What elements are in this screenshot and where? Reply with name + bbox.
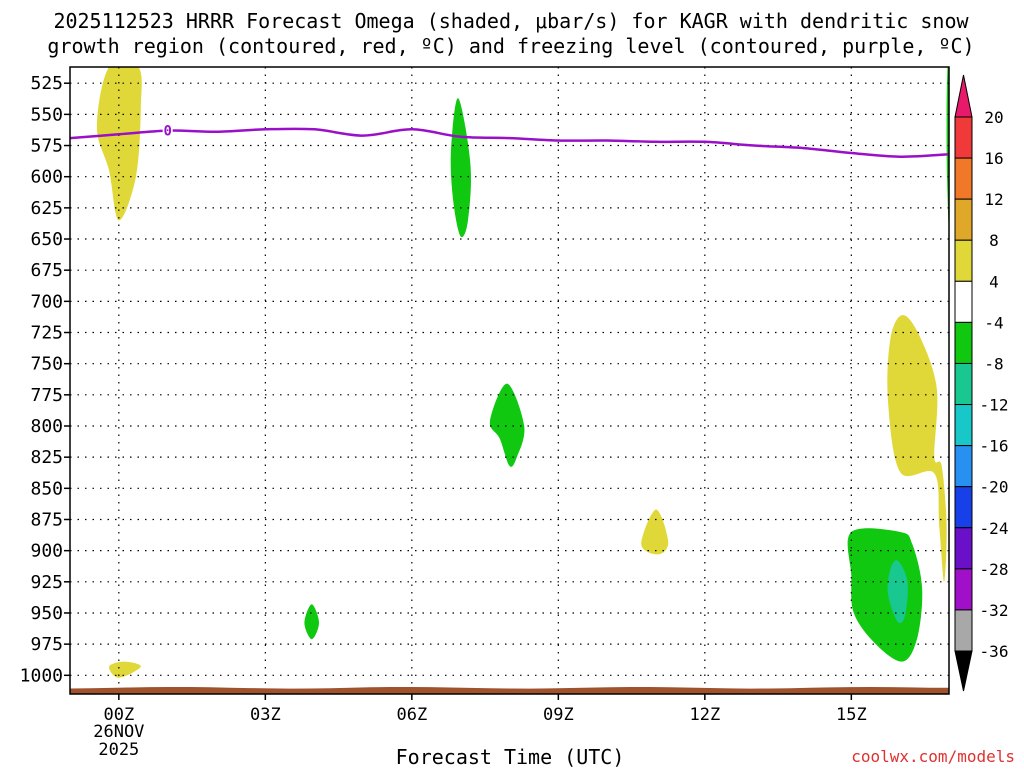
y-tick-label-600: 600 xyxy=(30,167,63,188)
colorbar-label-12: 12 xyxy=(984,190,1003,209)
plot-area: 0 xyxy=(69,66,950,695)
y-tick-label-850: 850 xyxy=(30,478,63,499)
y-tick-label-650: 650 xyxy=(30,229,63,250)
x-tick-sublabel-2025: 2025 xyxy=(98,740,139,760)
colorbar-band-8 xyxy=(954,404,973,447)
colorbar-band-4 xyxy=(954,239,973,282)
y-tick-label-800: 800 xyxy=(30,416,63,437)
colorbar-bottom-arrow xyxy=(954,650,973,692)
chart-title-line-1: 2025112523 HRRR Forecast Omega (shaded, … xyxy=(53,9,969,33)
colorbar-label-neg24: -24 xyxy=(980,519,1009,538)
y-tick-label-900: 900 xyxy=(30,541,63,562)
omega-area-green-04z xyxy=(304,604,319,640)
freezing-level-layer: 0 xyxy=(70,122,949,158)
colorbar-label-neg16: -16 xyxy=(980,437,1009,456)
y-tick-label-625: 625 xyxy=(30,198,63,219)
colorbar-band-11 xyxy=(954,527,973,570)
y-tick-label-575: 575 xyxy=(30,136,63,157)
y-tick-label-775: 775 xyxy=(30,385,63,406)
colorbar-band-1 xyxy=(954,116,973,159)
omega-area-yellow-00z-upper xyxy=(96,67,142,221)
omega-area-green-08z xyxy=(489,383,525,467)
colorbar-label-neg20: -20 xyxy=(980,478,1009,497)
y-tick-label-675: 675 xyxy=(30,260,63,281)
colorbar-label-16: 16 xyxy=(984,149,1003,168)
colorbar-band-7 xyxy=(954,362,973,406)
x-tick-sublabel-26nov: 26NOV xyxy=(93,722,144,742)
y-tick-label-725: 725 xyxy=(30,323,63,344)
colorbar-label-8: 8 xyxy=(989,231,999,250)
x-tick-label-00Z: 00Z xyxy=(103,705,134,725)
x-tick-label-15Z: 15Z xyxy=(836,705,867,725)
omega-area-yellow-16z xyxy=(887,315,947,582)
terrain-layer xyxy=(70,687,949,694)
colorbar-band-6 xyxy=(954,321,973,364)
y-tick-label-925: 925 xyxy=(30,572,63,593)
watermark: coolwx.com/models xyxy=(851,747,1015,766)
colorbar-label-neg36: -36 xyxy=(980,642,1009,661)
colorbar-label-neg28: -28 xyxy=(980,560,1009,579)
y-tick-label-975: 975 xyxy=(30,634,63,655)
colorbar-label-neg12: -12 xyxy=(980,396,1009,415)
y-tick-label-875: 875 xyxy=(30,509,63,530)
x-tick-label-03Z: 03Z xyxy=(250,705,281,725)
terrain-ground xyxy=(70,687,949,694)
omega-area-teal-16z-core xyxy=(887,560,908,624)
y-tick-label-550: 550 xyxy=(30,104,63,125)
omega-area-yellow-11z xyxy=(641,509,669,555)
colorbar-label-20: 20 xyxy=(984,108,1003,127)
omega-area-green-16z-lower xyxy=(847,528,923,662)
freezing-level-line xyxy=(70,127,949,158)
x-tick-label-06Z: 06Z xyxy=(396,705,427,725)
y-tick-label-700: 700 xyxy=(30,291,63,312)
omega-area-green-07z-upper xyxy=(450,98,471,238)
x-tick-label-12Z: 12Z xyxy=(689,705,720,725)
freezing-level-label: 0 xyxy=(163,124,171,140)
colorbar-label-neg32: -32 xyxy=(980,601,1009,620)
colorbar-label-neg4: -4 xyxy=(984,313,1003,332)
y-axis: 525 550 575 600 625 650 675 700 725 750 775 800 825 8… xyxy=(20,73,70,686)
plot-frame xyxy=(69,66,950,695)
colorbar-label-4: 4 xyxy=(989,272,999,291)
y-tick-label-525: 525 xyxy=(30,73,63,94)
x-tick-label-09Z: 09Z xyxy=(543,705,574,725)
colorbar-top-arrow xyxy=(954,74,973,118)
omega-colorbar: 20 16 12 8 4 -4 -8 -12 -16 -20 -24 -28 -32 -36 xyxy=(954,74,1009,692)
y-tick-label-950: 950 xyxy=(30,603,63,624)
y-tick-label-750: 750 xyxy=(30,354,63,375)
colorbar-band-5 xyxy=(954,280,973,323)
freezing-level-label-bg xyxy=(162,122,173,139)
colorbar-band-2 xyxy=(954,157,973,200)
colorbar-band-9 xyxy=(954,445,973,488)
omega-area-yellow-00z-sfc xyxy=(109,661,141,678)
colorbar-band-10 xyxy=(954,486,973,529)
colorbar-band-13 xyxy=(954,609,973,652)
colorbar-band-3 xyxy=(954,198,973,241)
plot-background xyxy=(70,67,949,694)
colorbar-label-neg8: -8 xyxy=(984,354,1003,373)
omega-shading-layer xyxy=(96,67,949,678)
y-tick-label-1000: 1000 xyxy=(20,665,63,686)
colorbar-band-12 xyxy=(954,568,973,611)
y-tick-label-825: 825 xyxy=(30,447,63,468)
x-axis-label: Forecast Time (UTC) xyxy=(396,745,625,768)
chart-title-line-2: growth region (contoured, red, ºC) and f… xyxy=(47,34,974,58)
